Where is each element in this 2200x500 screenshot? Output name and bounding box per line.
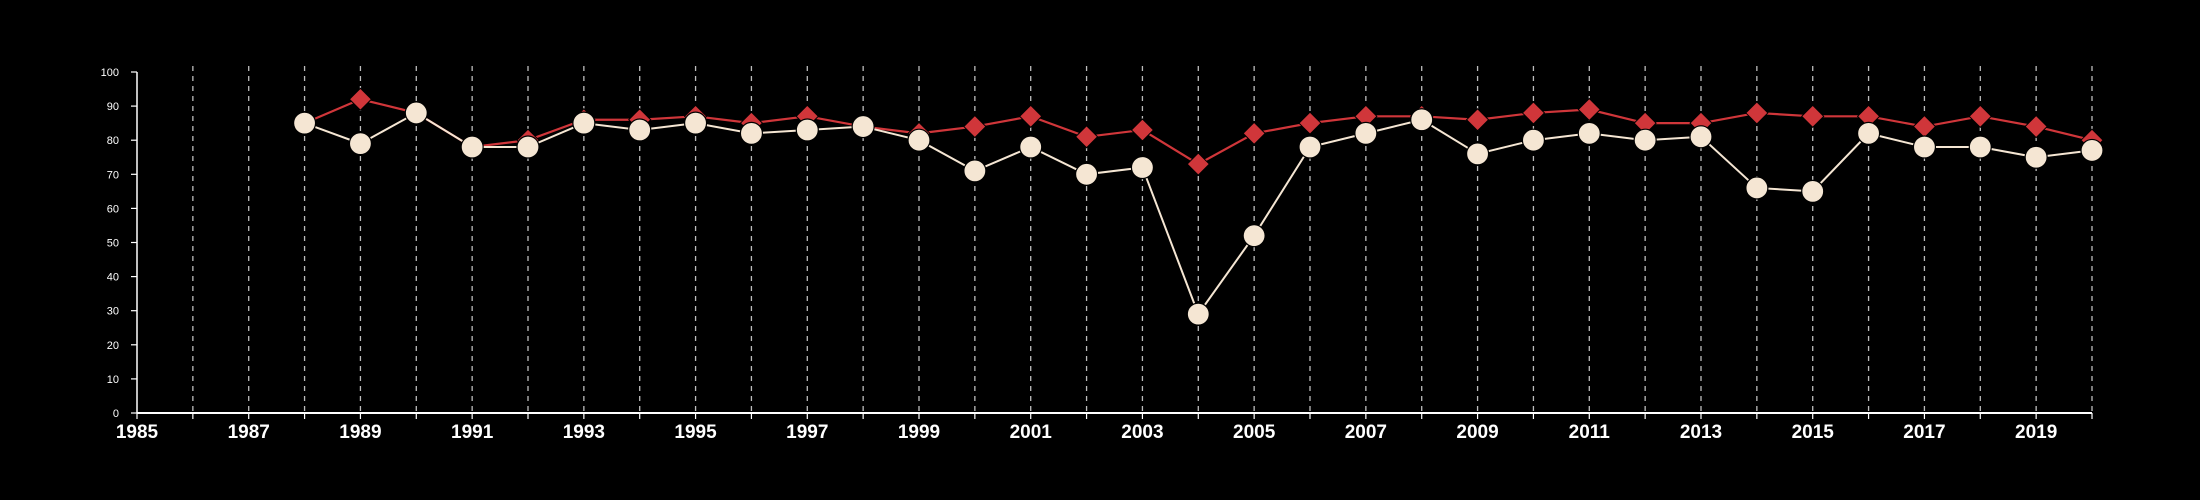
circle-marker: [460, 135, 484, 159]
y-tick-label: 60: [107, 203, 119, 215]
y-tick-label: 0: [113, 408, 119, 420]
circle-marker: [1745, 176, 1769, 200]
diamond-marker: [1130, 118, 1155, 142]
y-tick-label: 50: [107, 238, 119, 250]
x-tick-label: 1989: [339, 422, 381, 443]
x-tick-label: 2013: [1680, 422, 1722, 443]
circle-marker: [851, 114, 875, 139]
circle-marker: [1186, 302, 1210, 326]
circle-marker: [1912, 135, 1937, 159]
circle-marker: [404, 101, 428, 125]
circle-marker: [348, 132, 373, 156]
diamond-marker: [1242, 121, 1266, 146]
x-tick-label: 2017: [1903, 422, 1945, 443]
diamond-marker: [1298, 111, 1322, 135]
x-tick-label: 1993: [563, 422, 605, 443]
y-tick-label: 70: [107, 169, 119, 181]
circle-marker: [1577, 121, 1601, 145]
diamond-marker: [1745, 101, 1769, 125]
circle-marker: [739, 121, 764, 145]
diamond-marker: [1186, 152, 1210, 176]
y-tick-label: 40: [107, 272, 119, 284]
x-tick-label: 1995: [674, 422, 717, 443]
diamond-marker: [1521, 101, 1546, 125]
circle-marker: [1521, 128, 1546, 152]
x-tick-label: 2011: [1569, 422, 1611, 443]
diamond-marker: [1074, 125, 1099, 149]
circle-marker: [683, 111, 708, 135]
circle-marker: [1074, 162, 1099, 186]
x-tick-label: 2009: [1456, 422, 1498, 443]
series-circle: [292, 101, 2104, 326]
y-tick-label: 100: [101, 67, 119, 79]
x-tick-label: 2001: [1010, 422, 1053, 443]
x-tick-label: 1987: [228, 422, 270, 443]
diamond-marker: [963, 114, 987, 139]
x-tick-label: 2005: [1233, 422, 1276, 443]
x-tick-label: 1991: [451, 422, 494, 443]
circle-marker: [1801, 179, 1825, 203]
y-tick-label: 30: [107, 306, 119, 318]
circle-marker: [795, 118, 819, 142]
diamond-marker: [1801, 104, 1825, 129]
circle-marker: [2080, 138, 2104, 163]
circle-marker: [1689, 125, 1713, 149]
circle-marker: [1298, 135, 1322, 159]
diamond-marker: [1912, 114, 1937, 139]
y-tick-label: 80: [107, 135, 119, 147]
diamond-marker: [1968, 104, 1992, 129]
circle-marker: [1633, 128, 1657, 152]
x-tick-label: 1985: [116, 422, 159, 443]
y-tick-label: 90: [107, 101, 119, 113]
circle-marker: [1019, 135, 1043, 159]
axes: 0 10 20 30 40 50 60 70 80 90 100 1985 1987 1989 1991 19…: [101, 67, 2093, 443]
x-tick-label: 2015: [1792, 422, 1835, 443]
circle-marker: [963, 159, 987, 183]
x-tick-label: 2003: [1121, 422, 1163, 443]
series-line-circle: [304, 111, 2093, 317]
circle-marker: [907, 128, 931, 152]
series-layer: [292, 87, 2104, 326]
circle-marker: [2024, 145, 2048, 169]
diamond-marker: [1019, 104, 1043, 129]
circle-marker: [1242, 224, 1266, 248]
circle-marker: [1856, 121, 1881, 145]
circle-marker: [1130, 155, 1155, 180]
x-tick-label: 2019: [2015, 422, 2057, 443]
circle-marker: [628, 118, 652, 142]
circle-marker: [1410, 108, 1434, 132]
y-tick-label: 10: [107, 374, 119, 386]
y-tick-label: 20: [107, 340, 119, 352]
diamond-marker: [2024, 114, 2048, 139]
x-tick-label: 1997: [786, 422, 828, 443]
circle-marker: [1968, 135, 1992, 159]
x-tick-label: 1999: [898, 422, 940, 443]
circle-marker: [572, 111, 596, 135]
circle-marker: [1354, 121, 1378, 145]
grid-lines: [192, 66, 2093, 413]
circle-marker: [516, 135, 540, 159]
circle-marker: [1465, 142, 1490, 166]
diamond-marker: [348, 87, 373, 111]
diamond-marker: [1465, 108, 1490, 132]
x-tick-label: 2007: [1345, 422, 1387, 443]
diamond-marker: [1577, 97, 1601, 122]
circle-marker: [292, 111, 317, 135]
